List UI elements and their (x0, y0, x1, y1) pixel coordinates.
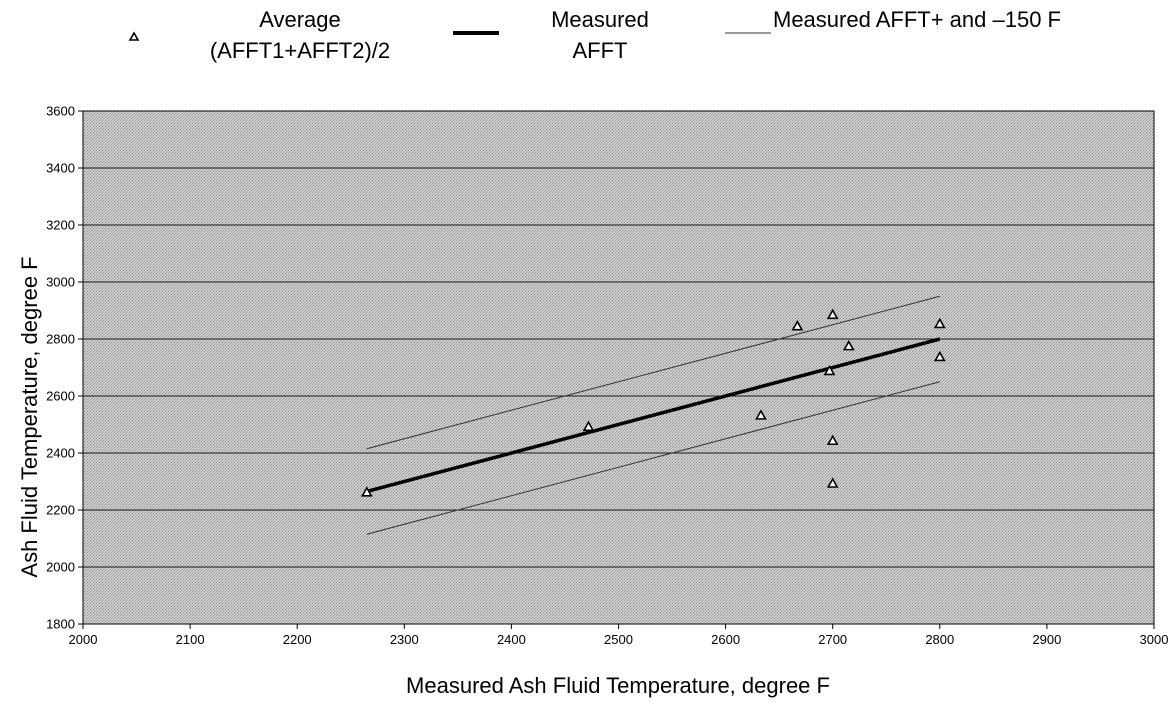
x-tick-label: 2200 (283, 632, 312, 647)
y-tick-label: 2800 (46, 332, 75, 347)
data-point (933, 317, 946, 329)
y-axis-title: Ash Fluid Temperature, degree F (17, 256, 42, 577)
data-point (360, 486, 373, 497)
x-axis-ticks: 2000 2100 2200 2300 2400 2500 2600 2700 2800 2900… (69, 624, 1169, 647)
x-tick-label: 2500 (604, 632, 633, 647)
x-tick-label: 2400 (497, 632, 526, 647)
x-tick-label: 2900 (1032, 632, 1061, 647)
y-tick-label: 2200 (46, 503, 75, 518)
legend: Average (AFFT1+AFFT2)/2 Measured AFFT Me… (128, 7, 1061, 63)
y-tick-label: 2400 (46, 446, 75, 461)
band-upper-line (366, 295, 940, 450)
band-lines (366, 295, 940, 535)
x-axis-title: Measured Ash Fluid Temperature, degree F (406, 673, 830, 698)
y-tick-label: 3600 (46, 104, 75, 119)
plot-area (82, 110, 1155, 625)
data-point (842, 339, 855, 351)
data-point (826, 434, 839, 446)
data-point (791, 320, 804, 331)
x-tick-label: 2000 (69, 632, 98, 647)
legend-label-measured-line1: Measured (551, 7, 649, 32)
data-point (582, 420, 595, 432)
y-tick-label: 2000 (46, 560, 75, 575)
y-tick-label: 1800 (46, 617, 75, 632)
y-axis-ticks: 1800 2000 2200 2400 2600 2800 3000 3200 3400 3600 (46, 104, 83, 632)
legend-item-points: Average (AFFT1+AFFT2)/2 (128, 7, 390, 63)
legend-label-measured-line2: AFFT (573, 38, 628, 63)
legend-marker-triangle (128, 31, 140, 41)
legend-label-points-line1: Average (259, 7, 341, 32)
legend-label-band: Measured AFFT+ and –150 F (773, 7, 1061, 32)
measured-afft-line (366, 337, 941, 494)
legend-label-points-line2: (AFFT1+AFFT2)/2 (210, 38, 390, 63)
y-tick-label: 3400 (46, 161, 75, 176)
y-tick-label: 3000 (46, 275, 75, 290)
data-points (360, 308, 946, 497)
legend-item-band: Measured AFFT+ and –150 F (725, 7, 1061, 34)
band-lower-line (366, 381, 940, 535)
x-tick-label: 3000 (1140, 632, 1169, 647)
data-point (933, 350, 946, 362)
x-tick-label: 2800 (925, 632, 954, 647)
x-tick-label: 2300 (390, 632, 419, 647)
y-tick-label: 3200 (46, 218, 75, 233)
x-tick-label: 2600 (711, 632, 740, 647)
gridlines (83, 167, 1154, 568)
data-point (755, 409, 767, 420)
data-point (823, 364, 836, 376)
x-tick-label: 2100 (176, 632, 205, 647)
y-tick-label: 2600 (46, 389, 75, 404)
data-point (826, 477, 839, 488)
legend-item-measured: Measured AFFT (453, 7, 649, 63)
measured-line (366, 337, 941, 494)
x-tick-label: 2700 (818, 632, 847, 647)
data-point (826, 308, 839, 320)
